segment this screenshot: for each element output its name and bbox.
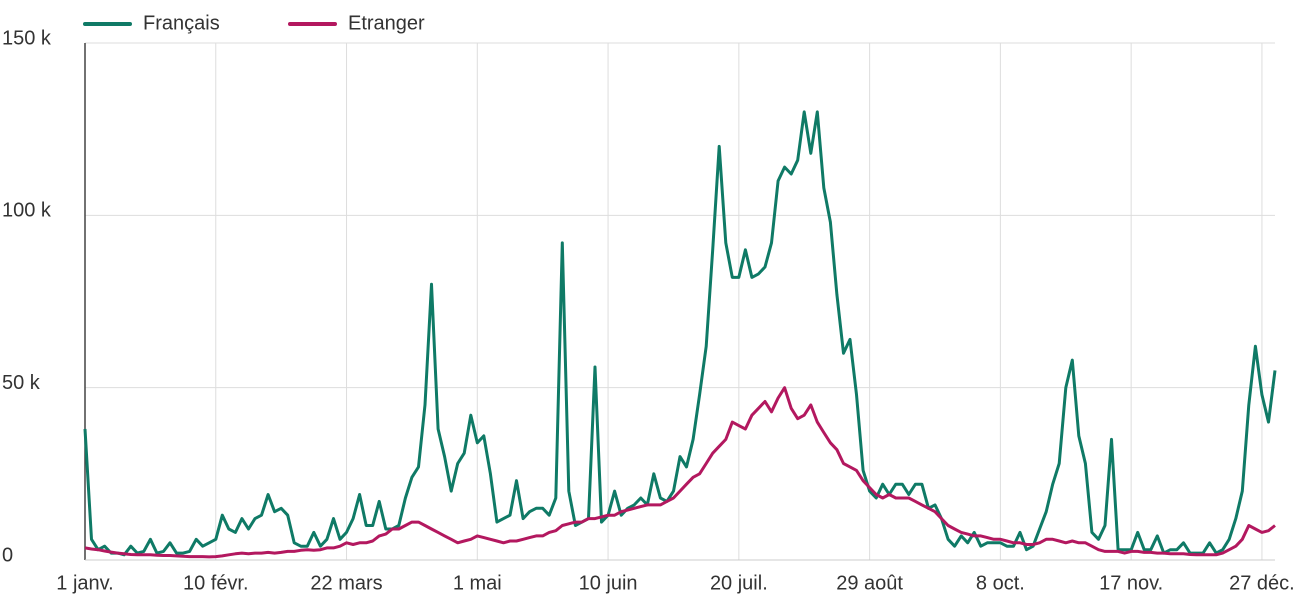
- y-tick-label: 0: [2, 544, 13, 566]
- x-tick-label: 10 juin: [579, 572, 638, 594]
- legend-label: Etranger: [348, 12, 425, 34]
- y-tick-label: 150 k: [2, 27, 52, 49]
- x-tick-label: 10 févr.: [183, 572, 249, 594]
- x-tick-label: 29 août: [836, 572, 903, 594]
- x-tick-label: 22 mars: [310, 572, 382, 594]
- legend-label: Français: [143, 12, 220, 34]
- series-line: [83, 110, 1277, 557]
- x-tick-label: 17 nov.: [1099, 572, 1163, 594]
- x-tick-label: 1 mai: [453, 572, 502, 594]
- x-tick-label: 8 oct.: [976, 572, 1025, 594]
- x-tick-label: 27 déc.: [1229, 572, 1295, 594]
- x-tick-label: 20 juil.: [710, 572, 768, 594]
- y-tick-label: 100 k: [2, 200, 52, 222]
- series-line: [84, 386, 1276, 559]
- x-tick-label: 1 janv.: [56, 572, 113, 594]
- y-tick-label: 50 k: [2, 372, 41, 394]
